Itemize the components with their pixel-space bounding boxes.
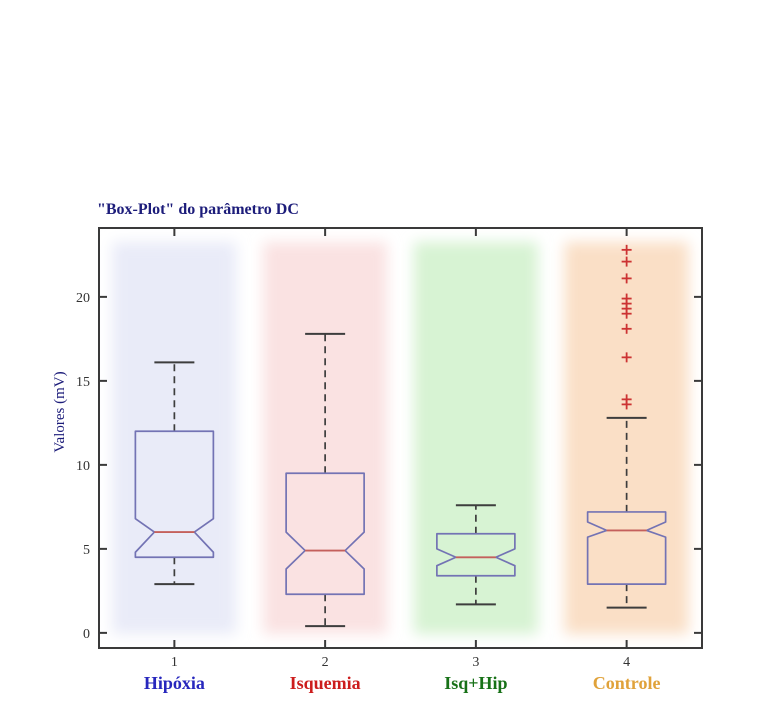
group-label-1: Hipóxia — [144, 673, 205, 693]
band-1 — [112, 242, 237, 634]
x-tick-label: 2 — [322, 655, 329, 670]
y-tick-label: 15 — [76, 375, 90, 390]
x-tick-label: 3 — [472, 655, 479, 670]
group-label-2: Isquemia — [290, 673, 361, 693]
box-4 — [586, 511, 667, 586]
x-tick-label: 4 — [623, 655, 630, 670]
box-1 — [134, 430, 215, 559]
y-tick-label: 20 — [76, 291, 90, 306]
x-tick-label: 1 — [171, 655, 178, 670]
band-3 — [413, 242, 538, 634]
band-2 — [263, 242, 388, 634]
group-label-3: Isq+Hip — [444, 673, 507, 693]
y-tick-label: 0 — [83, 627, 90, 642]
plot-frame — [98, 227, 703, 649]
group-label-4: Controle — [593, 673, 661, 693]
y-tick-label: 10 — [76, 459, 90, 474]
box-2 — [285, 472, 365, 596]
y-tick-label: 5 — [83, 543, 90, 558]
chart-title: "Box-Plot" do parâmetro DC — [97, 201, 299, 218]
box-3 — [436, 532, 516, 577]
